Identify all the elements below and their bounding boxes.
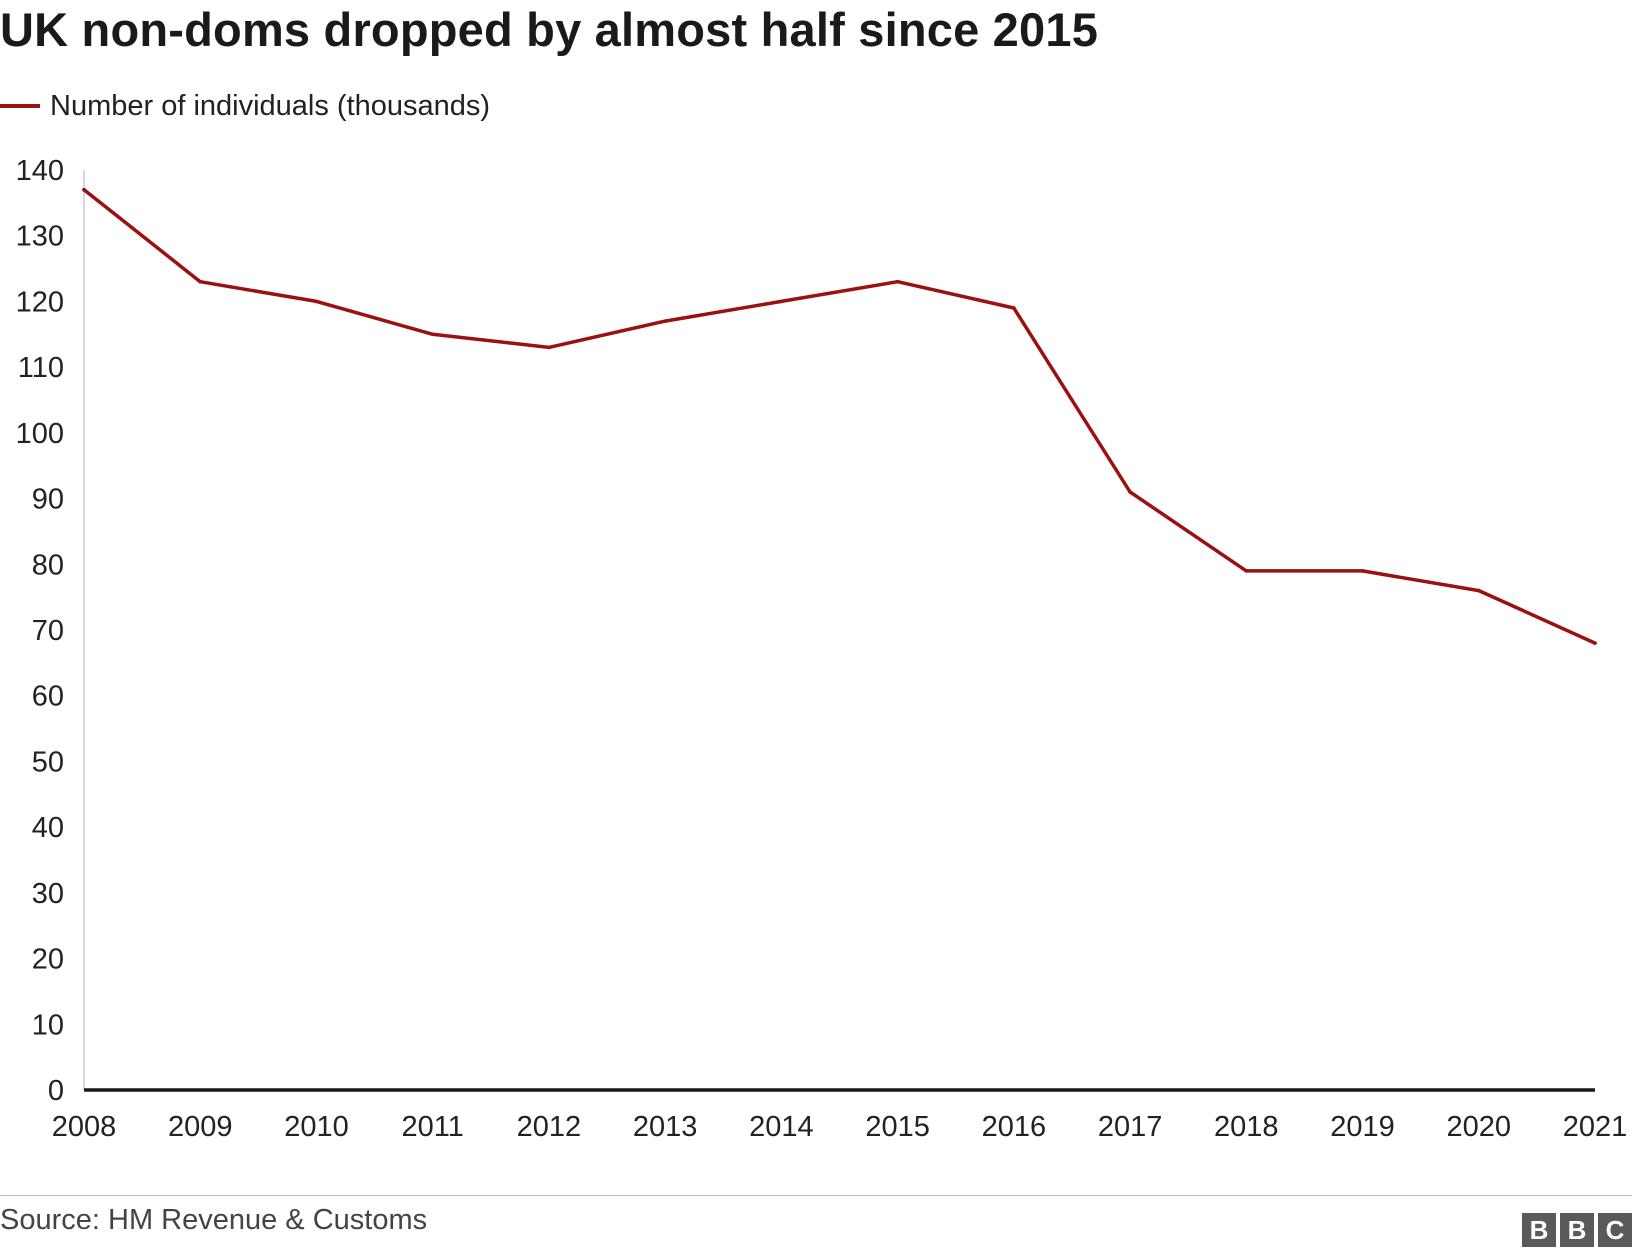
line-chart: 0 10 20 30 40 50 60 70 80 90 100 110 120 130 140 2008 20… xyxy=(16,155,1628,1143)
legend-label: Number of individuals (thousands) xyxy=(50,89,491,122)
data-point xyxy=(198,279,203,284)
y-tick-label: 120 xyxy=(16,286,64,318)
x-tick-label: 2014 xyxy=(749,1111,814,1143)
y-tick-label: 0 xyxy=(48,1075,64,1107)
chart-title: UK non-doms dropped by almost half since… xyxy=(0,3,1099,56)
chart-legend: Number of individuals (thousands) xyxy=(0,84,490,128)
series-line-0 xyxy=(82,187,1597,645)
y-tick-label: 80 xyxy=(32,549,64,581)
data-point xyxy=(779,299,784,304)
y-tick-label: 130 xyxy=(16,221,64,253)
y-tick-label: 100 xyxy=(16,418,64,450)
x-tick-label: 2008 xyxy=(52,1111,117,1143)
logo-letter-b1: B xyxy=(1522,1213,1556,1247)
x-tick-label: 2012 xyxy=(517,1111,582,1143)
data-point xyxy=(1128,490,1132,494)
x-tick-label: 2016 xyxy=(982,1111,1047,1143)
x-tick-label: 2018 xyxy=(1214,1111,1279,1143)
legend-line-swatch xyxy=(0,104,40,108)
y-tick-label: 70 xyxy=(32,615,64,647)
x-tick-label: 2010 xyxy=(284,1111,349,1143)
y-tick-label: 90 xyxy=(32,484,64,516)
y-tick-label: 10 xyxy=(32,1009,64,1041)
y-tick-label: 20 xyxy=(32,944,64,976)
x-tick-label: 2013 xyxy=(633,1111,698,1143)
data-point xyxy=(1476,588,1481,593)
data-point xyxy=(314,299,319,304)
x-tick-label: 2019 xyxy=(1330,1111,1395,1143)
x-tick-label: 2017 xyxy=(1098,1111,1163,1143)
data-point xyxy=(547,345,551,350)
y-tick-label: 30 xyxy=(32,878,64,910)
data-point xyxy=(430,332,435,337)
data-point xyxy=(663,319,667,323)
x-tick-label: 2009 xyxy=(168,1111,233,1143)
x-tick-label: 2020 xyxy=(1447,1111,1512,1143)
y-tick-label: 40 xyxy=(32,812,64,844)
y-tick-label: 50 xyxy=(32,746,64,778)
x-tick-label: 2021 xyxy=(1563,1111,1628,1143)
footer-divider xyxy=(0,1195,1632,1196)
data-point xyxy=(1244,569,1249,573)
y-tick-label: 60 xyxy=(32,681,64,713)
data-point xyxy=(82,187,86,192)
data-point xyxy=(895,279,900,284)
logo-letter-b2: B xyxy=(1560,1213,1594,1247)
data-point xyxy=(1012,306,1016,310)
source-note: Source: HM Revenue & Customs xyxy=(0,1204,428,1236)
x-tick-label: 2015 xyxy=(865,1111,930,1143)
bbc-logo: B B C xyxy=(1522,1213,1632,1247)
x-tick-label: 2011 xyxy=(402,1111,464,1143)
data-point xyxy=(1593,641,1597,645)
y-tick-label: 140 xyxy=(16,155,64,187)
y-tick-label: 110 xyxy=(18,352,64,384)
data-point xyxy=(1360,569,1365,573)
logo-letter-c: C xyxy=(1598,1213,1632,1247)
